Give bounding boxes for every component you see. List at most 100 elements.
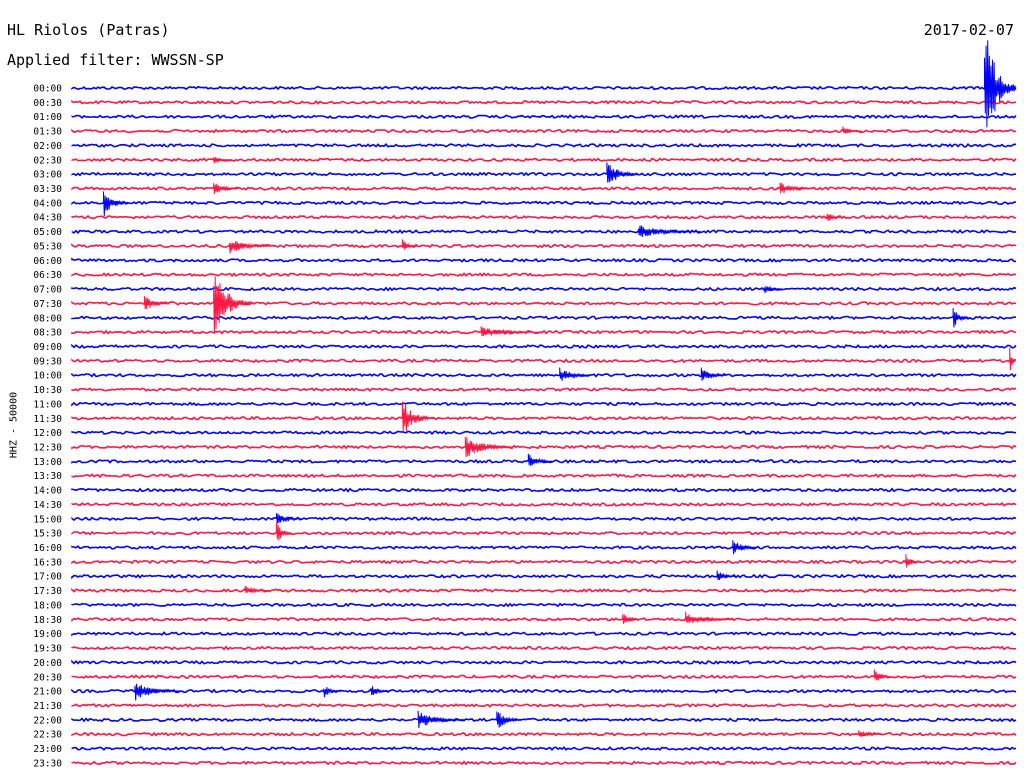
row-tick-label: 17:00 [33, 572, 62, 583]
trace-row [71, 214, 1017, 220]
trace-row [71, 616, 1017, 622]
trace-row [71, 401, 1017, 407]
row-tick-label: 13:30 [33, 471, 62, 482]
event-burst [244, 585, 271, 594]
trace-row [71, 415, 1017, 421]
row-tick-label: 04:00 [33, 198, 62, 209]
row-tick-label: 11:30 [33, 414, 62, 425]
event-burst [228, 241, 276, 254]
event-burst [779, 182, 812, 194]
trace-row [71, 286, 1017, 292]
event-burst [464, 436, 512, 458]
row-tick-label: 14:00 [33, 486, 62, 497]
trace-row [71, 329, 1017, 335]
trace-row [71, 358, 1017, 364]
row-tick-label: 05:00 [33, 227, 62, 238]
event-burst [732, 540, 758, 555]
event-burst [527, 453, 554, 466]
trace-row [71, 143, 1017, 148]
row-tick-label: 09:30 [33, 356, 62, 367]
trace-row [71, 703, 1017, 708]
event-burst [984, 40, 1017, 128]
trace-row [71, 473, 1017, 479]
trace-row [71, 243, 1017, 249]
event-burst [417, 710, 465, 729]
trace-row [71, 157, 1017, 163]
row-tick-label: 22:30 [33, 730, 62, 741]
event-burst [842, 126, 862, 135]
trace-rows [71, 85, 1017, 766]
event-burst [213, 183, 239, 194]
trace-row [71, 645, 1017, 651]
row-tick-label: 05:30 [33, 241, 62, 252]
trace-row [71, 315, 1017, 321]
row-tick-label: 23:30 [33, 758, 62, 769]
row-tick-label: 20:30 [33, 672, 62, 683]
event-burst [323, 687, 343, 698]
trace-row [71, 343, 1017, 349]
event-burst [606, 162, 639, 183]
event-burst [905, 554, 922, 568]
row-tick-label: 20:00 [33, 658, 62, 669]
trace-row [71, 545, 1017, 550]
row-tick-label: 19:00 [33, 629, 62, 640]
row-tick-label: 21:00 [33, 687, 62, 698]
row-tick-label: 21:30 [33, 701, 62, 712]
trace-row [71, 746, 1017, 751]
trace-row [71, 387, 1017, 393]
row-tick-label: 03:30 [33, 184, 62, 195]
row-tick-label: 14:30 [33, 500, 62, 511]
station-title: HL Riolos (Patras) [7, 21, 170, 39]
trace-row [71, 171, 1017, 177]
event-burst [134, 683, 182, 701]
event-burst [401, 239, 418, 250]
trace-row [71, 717, 1017, 723]
row-tick-label: 00:00 [33, 84, 62, 95]
row-tick-label: 12:30 [33, 443, 62, 454]
event-burst [858, 730, 884, 738]
trace-row [71, 688, 1017, 694]
event-burst [103, 191, 129, 217]
event-burst [637, 225, 702, 238]
row-tick-label: 10:00 [33, 371, 62, 382]
row-tick-label: 04:30 [33, 213, 62, 224]
row-tick-label: 23:00 [33, 744, 62, 755]
event-burst [826, 213, 843, 221]
row-tick-label: 10:30 [33, 385, 62, 396]
trace-row [71, 200, 1017, 206]
trace-row [71, 659, 1017, 665]
event-burst [480, 326, 544, 337]
row-tick-label: 11:00 [33, 399, 62, 410]
event-burst [622, 614, 639, 624]
row-tick-label: 06:30 [33, 270, 62, 281]
row-tick-label: 00:30 [33, 98, 62, 109]
row-tick-label: 18:30 [33, 615, 62, 626]
row-tick-label: 18:00 [33, 600, 62, 611]
trace-row [71, 487, 1017, 493]
trace-row [71, 674, 1017, 680]
row-tick-label: 02:00 [33, 141, 62, 152]
event-burst [873, 669, 890, 681]
event-bursts [103, 40, 1017, 738]
row-tick-label: 08:00 [33, 313, 62, 324]
trace-row [71, 257, 1017, 263]
row-tick-label: 17:30 [33, 586, 62, 597]
row-tick-label: 07:30 [33, 299, 62, 310]
row-tick-label: 01:00 [33, 112, 62, 123]
trace-row [71, 272, 1017, 278]
trace-row [71, 573, 1017, 580]
row-tick-label: 13:00 [33, 457, 62, 468]
row-tick-labels: 00:00 00:30 01:00 01:30 02:00 02:30 03:00 03:30… [33, 84, 62, 770]
trace-row [71, 229, 1017, 235]
event-burst [700, 367, 727, 381]
trace-row [71, 602, 1017, 608]
trace-row [71, 731, 1017, 737]
event-burst [496, 711, 522, 728]
trace-row [71, 631, 1017, 637]
row-tick-label: 19:30 [33, 644, 62, 655]
row-tick-label: 01:30 [33, 127, 62, 138]
event-burst [1009, 347, 1016, 371]
row-tick-label: 09:00 [33, 342, 62, 353]
trace-row [71, 444, 1017, 450]
trace-row [71, 587, 1017, 593]
